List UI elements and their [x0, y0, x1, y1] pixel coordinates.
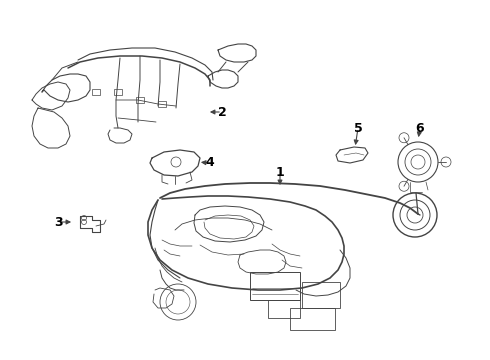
Text: 1: 1: [275, 166, 284, 179]
Bar: [290, 308, 335, 330]
Text: 5: 5: [354, 122, 363, 135]
Bar: [302, 282, 340, 308]
Text: 3: 3: [54, 216, 62, 229]
Bar: [158, 101, 166, 107]
Bar: [114, 89, 122, 95]
Text: 6: 6: [416, 122, 424, 135]
Text: 4: 4: [206, 157, 215, 170]
Bar: [250, 272, 300, 300]
Bar: [268, 300, 300, 318]
Text: 2: 2: [218, 105, 226, 118]
Bar: [136, 97, 144, 103]
Bar: [92, 89, 100, 95]
